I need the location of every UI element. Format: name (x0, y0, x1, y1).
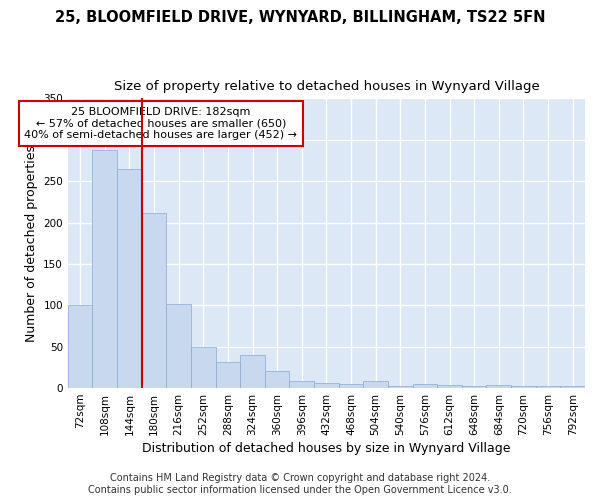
Bar (462, 386, 487, 388)
Title: Size of property relative to detached houses in Wynyard Village: Size of property relative to detached ho… (113, 80, 539, 93)
Bar (215, 362, 240, 388)
Bar (92, 150, 117, 388)
Bar (166, 304, 191, 388)
Bar (117, 168, 142, 388)
Bar (240, 355, 265, 388)
Bar (388, 386, 413, 388)
Bar (413, 384, 437, 388)
X-axis label: Distribution of detached houses by size in Wynyard Village: Distribution of detached houses by size … (142, 442, 511, 455)
Bar (364, 382, 388, 388)
Bar (511, 386, 536, 388)
Text: 25, BLOOMFIELD DRIVE, WYNYARD, BILLINGHAM, TS22 5FN: 25, BLOOMFIELD DRIVE, WYNYARD, BILLINGHA… (55, 10, 545, 25)
Y-axis label: Number of detached properties: Number of detached properties (25, 144, 38, 342)
Bar (142, 212, 166, 388)
Bar (437, 385, 462, 388)
Bar (289, 382, 314, 388)
Bar (68, 306, 92, 388)
Bar (536, 386, 560, 388)
Bar (560, 386, 585, 388)
Bar (265, 370, 289, 388)
Bar (339, 384, 364, 388)
Text: Contains HM Land Registry data © Crown copyright and database right 2024.
Contai: Contains HM Land Registry data © Crown c… (88, 474, 512, 495)
Bar (487, 385, 511, 388)
Bar (314, 383, 339, 388)
Bar (191, 346, 215, 388)
Text: 25 BLOOMFIELD DRIVE: 182sqm
← 57% of detached houses are smaller (650)
40% of se: 25 BLOOMFIELD DRIVE: 182sqm ← 57% of det… (25, 107, 298, 140)
